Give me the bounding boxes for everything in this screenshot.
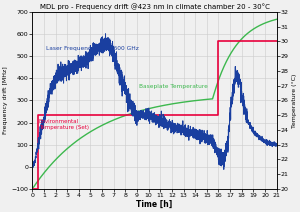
Title: MDL pro - Frequency drift @423 nm in climate chamber 20 - 30°C: MDL pro - Frequency drift @423 nm in cli… xyxy=(40,3,269,10)
X-axis label: Time [h]: Time [h] xyxy=(136,199,172,209)
Y-axis label: Temperature (°C): Temperature (°C) xyxy=(292,73,296,128)
Text: Baseplate Temperature: Baseplate Temperature xyxy=(139,84,208,89)
Text: Environmental
Temperature (Set): Environmental Temperature (Set) xyxy=(39,119,89,130)
Y-axis label: Frequency drift [MHz]: Frequency drift [MHz] xyxy=(4,67,8,134)
Text: Laser Frequency - 709 600 GHz: Laser Frequency - 709 600 GHz xyxy=(46,46,139,51)
